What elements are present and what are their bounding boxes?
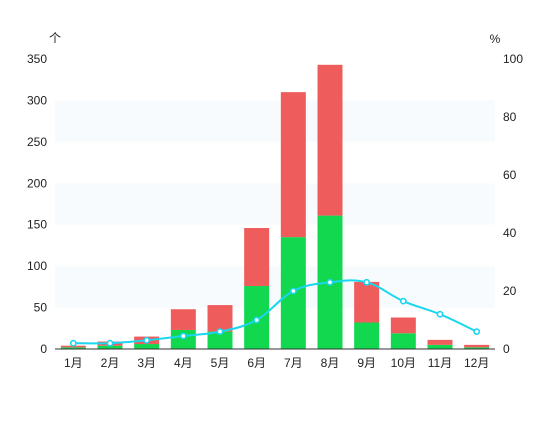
y-left-tick-label: 100 bbox=[27, 259, 47, 273]
y-right-tick-label: 40 bbox=[503, 226, 517, 240]
x-tick-label: 10月 bbox=[391, 356, 416, 370]
line-point bbox=[216, 328, 224, 335]
x-tick-label: 9月 bbox=[357, 356, 376, 370]
y-left-tick-label: 0 bbox=[40, 342, 47, 356]
y-left-tick-label: 200 bbox=[27, 176, 47, 190]
y-right-unit-label: % bbox=[490, 32, 501, 46]
y-right-tick-label: 80 bbox=[503, 110, 517, 124]
x-tick-label: 3月 bbox=[137, 356, 156, 370]
grid-band bbox=[55, 141, 495, 184]
y-left-tick-label: 350 bbox=[27, 52, 47, 66]
grid-band bbox=[55, 183, 495, 225]
bar-segment-1 bbox=[354, 322, 380, 349]
bar-segment-1 bbox=[464, 347, 490, 349]
y-left-tick-label: 250 bbox=[27, 135, 47, 149]
y-right-tick-label: 0 bbox=[503, 342, 510, 356]
y-right-tick-label: 20 bbox=[503, 284, 517, 298]
grid-band bbox=[55, 59, 495, 101]
grid-band bbox=[55, 100, 495, 142]
x-tick-label: 7月 bbox=[284, 356, 303, 370]
x-tick-label: 8月 bbox=[321, 356, 340, 370]
bar-segment-1 bbox=[207, 331, 233, 349]
line-point bbox=[289, 287, 297, 295]
axes: 0 50 100 150 200 250 300 350 0 20 40 60 80 100 个 % 1月 2月 3… bbox=[27, 31, 523, 370]
grid-band bbox=[55, 266, 495, 308]
y-left-tick-label: 50 bbox=[34, 301, 48, 315]
line-point bbox=[69, 339, 77, 347]
bar-segment-2 bbox=[317, 64, 343, 216]
bar-segment-2 bbox=[354, 281, 380, 323]
y-right-tick-label: 60 bbox=[503, 168, 517, 182]
line-point bbox=[473, 328, 481, 335]
bar-segment-2 bbox=[170, 309, 196, 330]
x-tick-label: 6月 bbox=[247, 356, 266, 370]
y-left-tick-label: 300 bbox=[27, 93, 47, 107]
grid-bands bbox=[55, 59, 495, 349]
grid-band bbox=[55, 224, 495, 267]
bar-segment-2 bbox=[464, 344, 490, 348]
line-point bbox=[326, 278, 334, 286]
x-tick-label: 5月 bbox=[211, 356, 230, 370]
bar-segment-1 bbox=[134, 344, 160, 349]
y-left-unit-label: 个 bbox=[49, 31, 61, 45]
bar-segment-2 bbox=[207, 305, 233, 332]
bar-segment-2 bbox=[280, 92, 306, 238]
line-point bbox=[253, 316, 261, 324]
line-point bbox=[399, 297, 407, 305]
bar-segment-1 bbox=[60, 347, 86, 349]
line-point bbox=[363, 278, 371, 286]
bar-segment-1 bbox=[427, 344, 453, 349]
x-tick-label: 4月 bbox=[174, 356, 193, 370]
line-point bbox=[436, 310, 444, 318]
y-right-tick-label: 100 bbox=[503, 52, 523, 66]
x-tick-label: 2月 bbox=[101, 356, 120, 370]
x-tick-label: 12月 bbox=[464, 356, 489, 370]
line-point bbox=[106, 339, 114, 347]
x-tick-label: 11月 bbox=[428, 356, 452, 370]
bar-segment-1 bbox=[97, 345, 123, 349]
bar-segment-2 bbox=[427, 339, 453, 345]
line-point bbox=[143, 336, 151, 344]
bar-segment-2 bbox=[244, 228, 270, 287]
bar-segment-1 bbox=[390, 333, 416, 349]
line-point bbox=[179, 332, 187, 340]
y-left-tick-label: 150 bbox=[27, 218, 47, 232]
x-tick-label: 1月 bbox=[64, 356, 83, 370]
line-series bbox=[69, 278, 481, 347]
bar-segment-2 bbox=[390, 317, 416, 334]
